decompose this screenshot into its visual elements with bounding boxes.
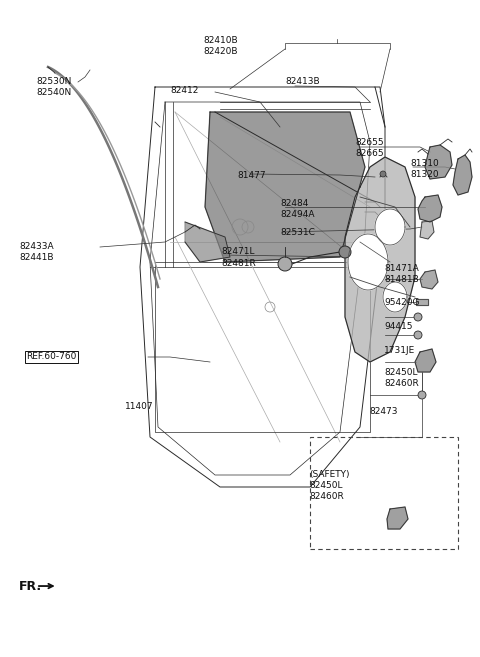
- Text: 82410B
82420B: 82410B 82420B: [204, 36, 238, 57]
- Polygon shape: [425, 145, 452, 179]
- Polygon shape: [415, 349, 436, 372]
- Text: 81471A
81481B: 81471A 81481B: [384, 264, 419, 284]
- Text: 94415: 94415: [384, 322, 412, 331]
- Polygon shape: [383, 282, 407, 312]
- Text: 82412: 82412: [170, 86, 199, 95]
- Text: 82471L
82481R: 82471L 82481R: [222, 248, 256, 267]
- Text: (SAFETY)
82450L
82460R: (SAFETY) 82450L 82460R: [310, 470, 350, 501]
- Polygon shape: [345, 157, 415, 362]
- Text: 81310
81320: 81310 81320: [410, 159, 439, 179]
- Circle shape: [380, 171, 386, 177]
- Polygon shape: [453, 155, 472, 195]
- Text: 95420G: 95420G: [384, 298, 420, 307]
- Circle shape: [414, 331, 422, 339]
- Polygon shape: [420, 221, 434, 239]
- Text: 82433A
82441B: 82433A 82441B: [19, 242, 54, 261]
- Circle shape: [339, 246, 351, 258]
- Text: REF.60-760: REF.60-760: [26, 352, 77, 361]
- Polygon shape: [387, 507, 408, 529]
- Polygon shape: [205, 112, 365, 262]
- Circle shape: [414, 313, 422, 321]
- Text: 82450L
82460R: 82450L 82460R: [384, 368, 419, 388]
- Polygon shape: [420, 270, 438, 289]
- Polygon shape: [416, 299, 428, 305]
- Text: 82473: 82473: [370, 407, 398, 416]
- Text: 82413B: 82413B: [286, 77, 320, 86]
- Circle shape: [278, 257, 292, 271]
- Text: 82655
82665: 82655 82665: [355, 138, 384, 158]
- Polygon shape: [375, 209, 405, 245]
- Polygon shape: [348, 234, 388, 290]
- Text: 82484
82494A: 82484 82494A: [281, 199, 315, 219]
- Text: 81477: 81477: [238, 171, 266, 180]
- Circle shape: [418, 391, 426, 399]
- Text: 82530N
82540N: 82530N 82540N: [36, 77, 72, 97]
- Text: FR.: FR.: [19, 579, 42, 593]
- Polygon shape: [418, 195, 442, 222]
- Text: 82531C: 82531C: [281, 228, 316, 237]
- Text: 11407: 11407: [125, 402, 154, 411]
- Polygon shape: [185, 222, 230, 262]
- Text: 1731JE: 1731JE: [384, 346, 415, 355]
